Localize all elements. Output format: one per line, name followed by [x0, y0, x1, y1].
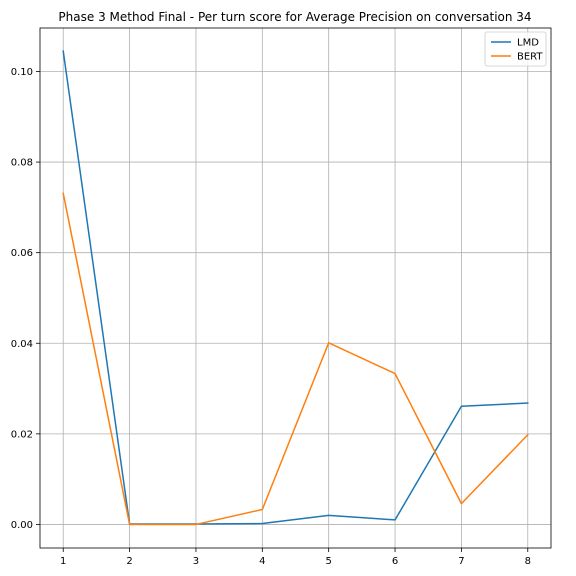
y-tick-label: 0.00: [11, 520, 33, 531]
y-tick-label: 0.04: [11, 339, 33, 350]
x-tick-label: 1: [60, 556, 66, 567]
y-tick-label: 0.10: [11, 67, 33, 78]
legend: LMD BERT: [484, 31, 547, 67]
x-tick-label: 7: [458, 556, 464, 567]
plot-frame: [39, 27, 552, 549]
y-tick-label: 0.08: [11, 158, 33, 169]
y-tick-label: 0.02: [11, 429, 33, 440]
x-tick-label: 3: [193, 556, 199, 567]
x-tick-label: 2: [126, 556, 132, 567]
x-axis-ticks: 1 2 3 4 5 6 7 8: [60, 548, 531, 567]
x-tick-label: 4: [259, 556, 265, 567]
x-tick-label: 8: [525, 556, 531, 567]
legend-label-bert: BERT: [517, 52, 543, 63]
y-axis-ticks: 0.00 0.02 0.04 0.06 0.08 0.10: [11, 67, 40, 531]
legend-box: [484, 31, 547, 67]
legend-label-lmd: LMD: [517, 38, 539, 49]
chart-title: Phase 3 Method Final - Per turn score fo…: [58, 10, 531, 24]
series-line-lmd: [62, 50, 529, 525]
x-tick-label: 5: [325, 556, 331, 567]
series-line-bert: [62, 192, 529, 526]
y-tick-label: 0.06: [11, 248, 33, 259]
series-lines: [62, 50, 529, 526]
x-tick-label: 6: [392, 556, 398, 567]
grid-lines: [40, 28, 551, 548]
